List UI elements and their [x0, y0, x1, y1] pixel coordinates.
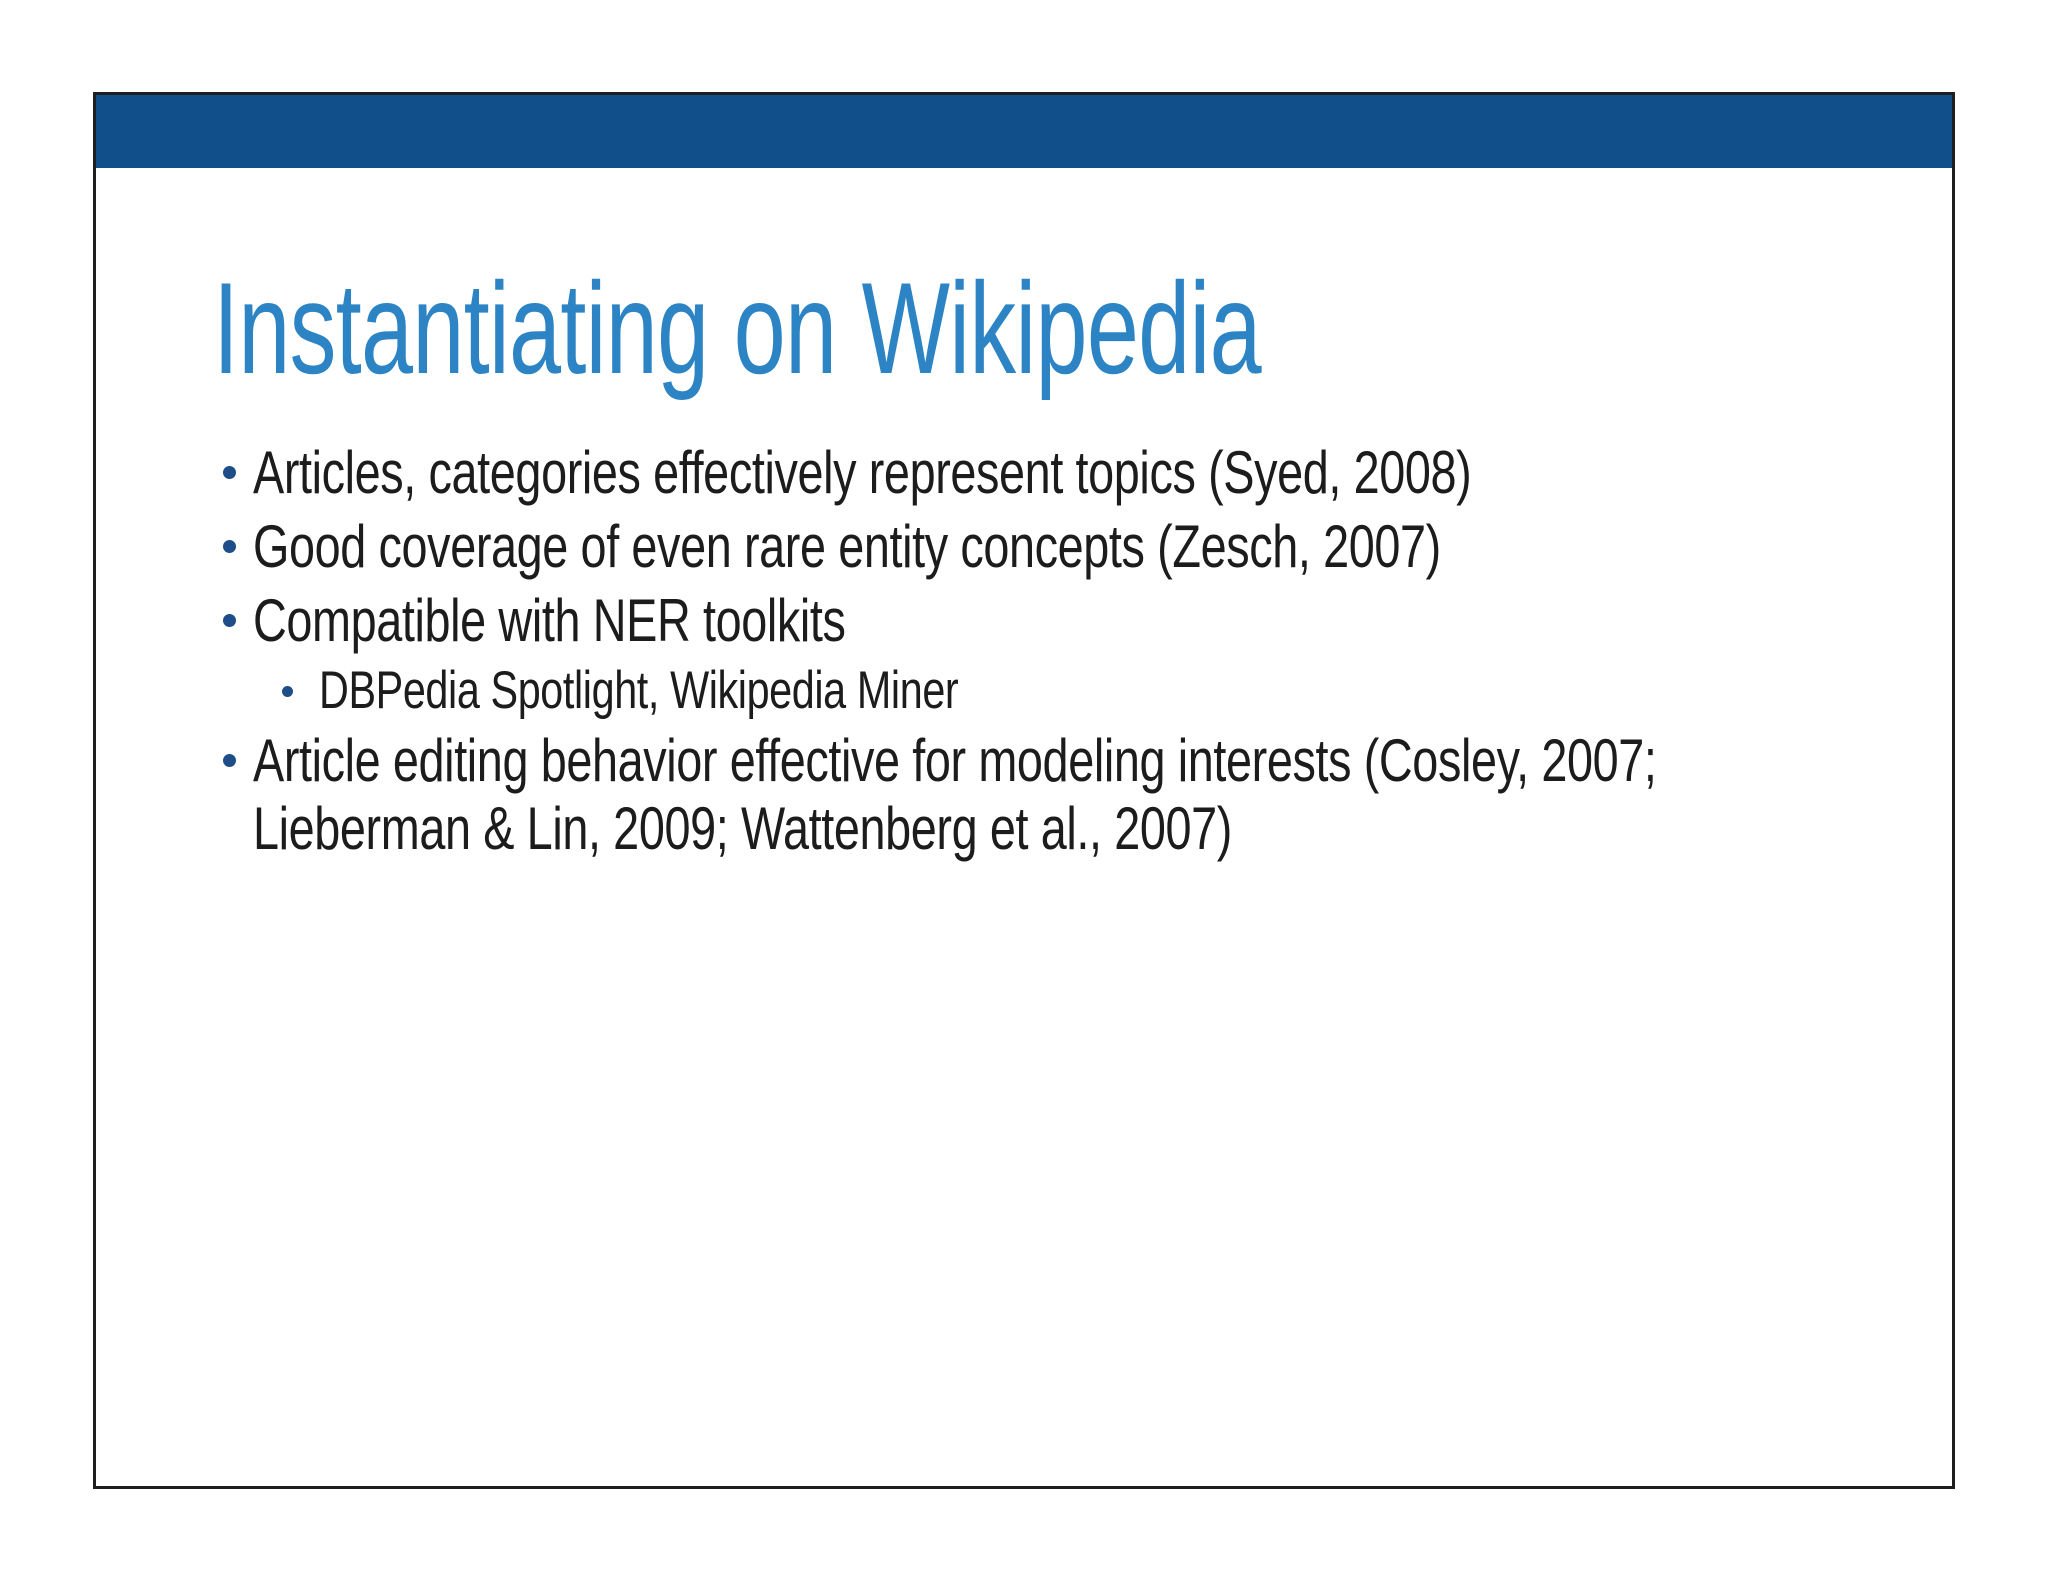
bullet-text: Article editing behavior effective for m…	[253, 727, 1657, 862]
slide-header-bar	[96, 95, 1952, 168]
list-item: Articles, categories effectively represe…	[223, 439, 1923, 507]
bullet-icon	[223, 614, 236, 627]
list-item: Compatible with NER toolkits	[223, 587, 1923, 655]
list-item: Article editing behavior effective for m…	[223, 727, 1923, 863]
sub-bullet-icon	[282, 686, 293, 697]
slide-title: Instantiating on Wikipedia	[213, 263, 1668, 393]
sub-bullet-text: DBPedia Spotlight, Wikipedia Miner	[319, 661, 959, 720]
list-item: Good coverage of even rare entity concep…	[223, 513, 1923, 581]
bullet-icon	[223, 466, 236, 479]
slide-title-text: Instantiating on Wikipedia	[213, 255, 1262, 401]
sub-list-item: DBPedia Spotlight, Wikipedia Miner	[282, 661, 1923, 721]
bullet-text: Articles, categories effectively represe…	[253, 439, 1472, 506]
bullet-icon	[223, 754, 236, 767]
bullet-text: Compatible with NER toolkits	[253, 587, 846, 654]
bullet-icon	[223, 540, 236, 553]
bullet-list: Articles, categories effectively represe…	[223, 439, 1923, 869]
slide-canvas: Instantiating on Wikipedia Articles, cat…	[93, 92, 1955, 1489]
bullet-text: Good coverage of even rare entity concep…	[253, 513, 1441, 580]
